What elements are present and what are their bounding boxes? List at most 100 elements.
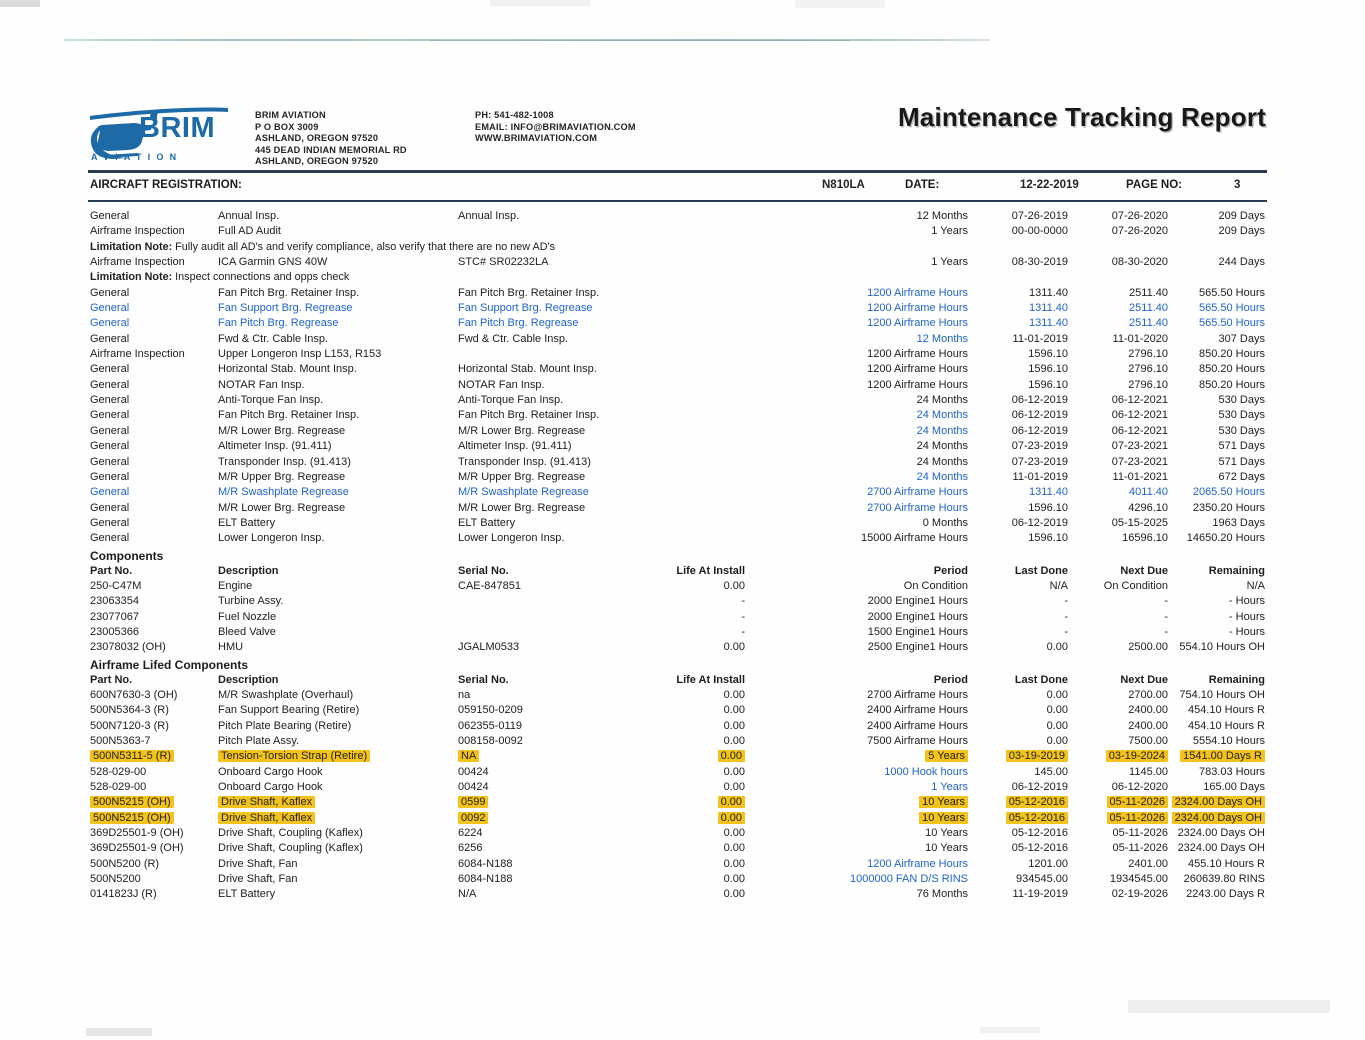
cell-text: 06-12-2019 (1011, 394, 1068, 407)
cell-text: 1200 Airframe Hours (867, 302, 968, 315)
cell-text: General (90, 424, 130, 437)
cell-text: NOTAR Fan Insp. (218, 378, 305, 391)
last-done-cell: 11-01-2019 (968, 332, 1068, 347)
cell-text: Fan Pitch Brg. Retainer Insp. (218, 286, 360, 299)
cell-text: 850.20 Hours (1198, 348, 1265, 361)
last-done-cell: 06-12-2019 (968, 780, 1068, 795)
cell-text: General (90, 501, 130, 514)
report-body: General Annual Insp. Annual Insp. 12 Months… (90, 209, 1265, 903)
maintenance-row: General M/R Lower Brg. Regrease M/R Lower … (90, 424, 1265, 439)
cell-text: 07-26-2020 (1111, 210, 1168, 222)
serial-no-cell: 0092 (458, 811, 640, 826)
cell-text: Drive Shaft, Kaflex (218, 811, 316, 824)
cell-text: 1596.10 (1028, 348, 1068, 361)
cell-text: Altimeter Insp. (91.411) (218, 440, 332, 453)
cell-text: N/A (458, 888, 477, 901)
period-cell: 1200 Airframe Hours (700, 301, 968, 316)
cell-text: 10 Years (919, 811, 968, 824)
next-due-cell: - (1068, 594, 1168, 609)
cell-text: Drive Shaft, Coupling (Kaflex) (218, 827, 363, 840)
cell-text: 500N5200 (90, 873, 141, 886)
period-cell: 1500 Engine1 Hours (745, 625, 968, 640)
cell-text: Fan Pitch Brg. Retainer Insp. (458, 286, 600, 299)
remaining-cell: 850.20 Hours (1168, 362, 1265, 377)
period-cell: 2700 Airframe Hours (700, 501, 968, 516)
cell-text: General (90, 516, 130, 529)
serial-no-cell: 062355-0119 (458, 719, 640, 734)
cell-text: 209 Days (1218, 210, 1265, 222)
description2-cell: Transponder Insp. (91.413) (458, 455, 700, 470)
cell-text: 10 Years (925, 827, 968, 840)
last-done-cell: - (968, 594, 1068, 609)
cell-text: 06-12-2019 (1011, 781, 1068, 794)
last-done-cell: 1311.40 (968, 485, 1068, 500)
cell-text: 0.00 (723, 857, 745, 870)
period-cell: 1200 Airframe Hours (745, 857, 968, 872)
cell-text: 2796.10 (1128, 378, 1168, 391)
cell-text: 850.20 Hours (1198, 363, 1265, 376)
description2-cell: Fan Pitch Brg. Retainer Insp. (458, 286, 700, 301)
serial-no-cell: 6084-N188 (458, 872, 640, 887)
cell-text: 2796.10 (1128, 348, 1168, 361)
header-life-at-install: Life At Install (676, 564, 745, 577)
limitation-note-row: Limitation Note: Inspect connections and… (90, 270, 1265, 285)
airframe-lifed-header-row: Part No. Description Serial No. Life At … (90, 673, 1265, 688)
last-done-cell: - (968, 625, 1068, 640)
next-due-cell: 2400.00 (1068, 703, 1168, 718)
cell-text: 0.00 (723, 735, 745, 747)
cell-text: - (741, 625, 745, 638)
cell-text: 24 Months (916, 455, 968, 468)
description-cell: Drive Shaft, Coupling (Kaflex) (218, 841, 458, 856)
remaining-cell: 850.20 Hours (1168, 378, 1265, 393)
cell-text: 23078032 (OH) (90, 641, 166, 654)
cell-text: 2511.40 (1129, 286, 1168, 299)
cell-text: CAE-847851 (458, 579, 521, 592)
period-cell: 24 Months (700, 470, 968, 485)
remaining-cell: 530 Days (1168, 408, 1265, 423)
next-due-cell: 2796.10 (1068, 362, 1168, 377)
cell-text: Fan Support Bearing (Retire) (218, 704, 360, 717)
cell-text: 1596.10 (1028, 501, 1068, 514)
category-cell: Airframe Inspection (90, 347, 218, 362)
cell-text: - (1064, 595, 1068, 608)
cell-text: - Hours (1228, 610, 1265, 623)
period-cell: 76 Months (745, 887, 968, 902)
next-due-cell: 2500.00 (1068, 640, 1168, 655)
cell-text: 24 Months (916, 424, 968, 437)
last-done-cell: 06-12-2019 (968, 516, 1068, 531)
part-no-cell: 500N5215 (OH) (90, 795, 218, 810)
period-cell: 10 Years (745, 795, 968, 810)
last-done-cell: 1596.10 (968, 378, 1068, 393)
description-cell: Drive Shaft, Fan (218, 872, 458, 887)
remaining-cell: 2324.00 Days OH (1168, 841, 1265, 856)
page-title: Maintenance Tracking Report (897, 102, 1266, 132)
next-due-cell: 2400.00 (1068, 719, 1168, 734)
description2-cell: Altimeter Insp. (91.411) (458, 439, 700, 454)
cell-text: 07-26-2020 (1111, 225, 1168, 238)
cell-text: 11-01-2020 (1112, 332, 1168, 345)
cell-text: 1 Years (931, 781, 968, 794)
description-cell: M/R Upper Brg. Regrease (218, 470, 458, 485)
cell-text: 2511.40 (1129, 302, 1168, 315)
remaining-cell: 565.50 Hours (1168, 316, 1265, 331)
cell-text: General (90, 486, 130, 499)
remaining-cell: 530 Days (1168, 424, 1265, 439)
cell-text: 6084-N188 (458, 873, 513, 886)
period-cell: 1 Years (700, 255, 968, 270)
description-cell: Turbine Assy. (218, 594, 458, 609)
cell-text: 0.00 (1046, 719, 1068, 732)
part-no-cell: 500N5200 (90, 872, 218, 887)
remaining-cell: 554.10 Hours OH (1168, 640, 1265, 655)
cell-text: ELT Battery (218, 516, 276, 529)
period-cell: 1000000 FAN D/S RINS (745, 872, 968, 887)
cell-text: M/R Lower Brg. Regrease (218, 501, 346, 514)
company-address: BRIM AVIATION P O BOX 3009 ASHLAND, OREG… (255, 110, 407, 168)
cell-text: - (1164, 625, 1168, 638)
remaining-cell: 565.50 Hours (1168, 286, 1265, 301)
next-due-cell: 03-19-2024 (1068, 749, 1168, 764)
next-due-cell: 06-12-2021 (1068, 393, 1168, 408)
period-cell: 1 Years (700, 224, 968, 239)
category-cell: General (90, 301, 218, 316)
cell-text: Fan Pitch Brg. Retainer Insp. (458, 409, 600, 422)
cell-text: 05-11-2026 (1112, 827, 1168, 840)
